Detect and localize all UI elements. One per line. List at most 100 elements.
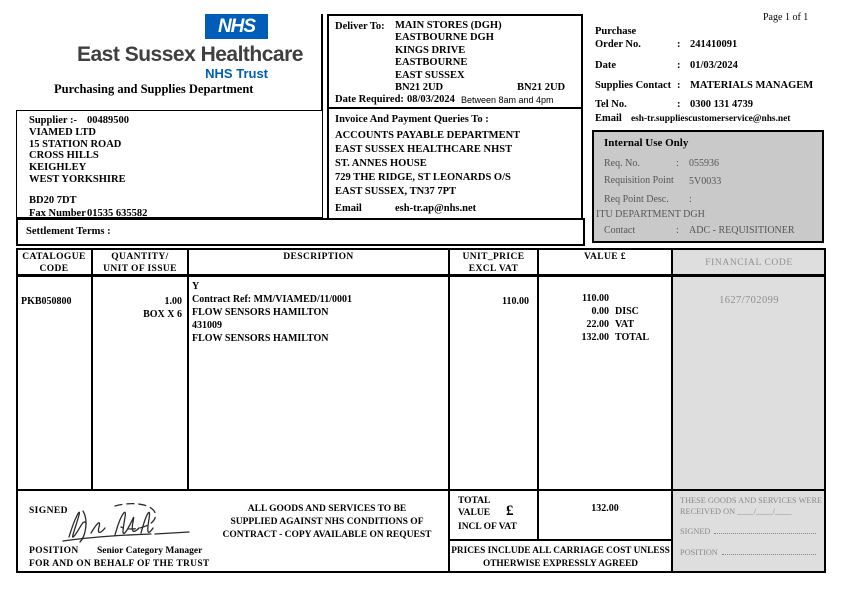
fax-value: 01535 635582 (87, 208, 148, 219)
unit-price-value: 110.00 (502, 296, 529, 307)
description-line: FLOW SENSORS HAMILTON (192, 307, 329, 318)
value-label: TOTAL (615, 332, 650, 343)
contact-value: ADC - REQUISITIONER (689, 225, 795, 236)
org-trust: NHS Trust (205, 66, 268, 81)
value-label: VAT (615, 319, 635, 330)
internal-use-box: Internal Use Only Req. No. : 055936 Requ… (592, 130, 824, 243)
nhs-logo: NHS (205, 14, 268, 39)
carriage-note: PRICES INCLUDE ALL CARRIAGE COST UNLESS … (451, 546, 670, 569)
received-signed-row: SIGNED (680, 527, 818, 536)
supplies-contact-value: MATERIALS MANAGEM (690, 80, 814, 91)
cell-value: 110.00 0.00 DISC 22.00 VAT 132.00 TOTAL (538, 276, 672, 490)
req-point-value: 5V0033 (689, 176, 722, 187)
settlement-terms-box: Settlement Terms : (16, 218, 585, 246)
invoice-box: Invoice And Payment Queries To : ACCOUNT… (327, 109, 583, 218)
cell-quantity: 1.00 BOX X 6 (92, 276, 188, 490)
contact-label: Contact (604, 225, 636, 236)
goods-received-cell: THESE GOODS AND SERVICES WERE RECEIVED O… (672, 490, 826, 573)
col-header-description: DESCRIPTION (188, 248, 449, 276)
quantity-value: 1.00 (164, 296, 183, 307)
invoice-email-value: esh-tr.ap@nhs.net (395, 203, 477, 214)
supplier-address-line: 15 STATION ROAD (29, 138, 122, 150)
description-line: FLOW SENSORS HAMILTON (192, 333, 329, 344)
fax-label: Fax Number (29, 208, 86, 219)
nhs-logo-text: NHS (217, 15, 256, 37)
order-no-label: Order No. (595, 39, 641, 50)
order-no-value: 241410091 (690, 39, 738, 50)
deliver-address-line: EASTBOURNE (395, 57, 468, 69)
received-signed-label: SIGNED (680, 527, 711, 536)
colon: : (676, 225, 679, 236)
catalogue-code-value: PKB050800 (21, 296, 72, 307)
settlement-terms-label: Settlement Terms : (26, 226, 111, 237)
req-no-value: 055936 (689, 158, 719, 169)
value-amount: 0.00 (591, 306, 610, 317)
supplier-box: Supplier :- 00489500 VIAMED LTD 15 STATI… (16, 110, 322, 219)
col-header-quantity: QUANTITY/ UNIT OF ISSUE (92, 248, 188, 276)
colon: : (689, 194, 692, 205)
date-required-value: 08/03/2024 (407, 94, 455, 105)
divider-line (321, 14, 323, 218)
received-position-label: POSITION (680, 548, 718, 557)
org-name: East Sussex Healthcare (77, 43, 303, 66)
description-lines: Y Contract Ref: MM/VIAMED/11/0001 FLOW S… (192, 280, 352, 345)
invoice-address-line: ACCOUNTS PAYABLE DEPARTMENT (335, 130, 521, 141)
deliver-address-line: MAIN STORES (DGH) (395, 20, 502, 31)
col-header-catalogue-code: CATALOGUE CODE (16, 248, 92, 276)
req-point-desc-label: Req Point Desc. (604, 194, 669, 205)
value-amount: 22.00 (586, 319, 610, 330)
deliver-postcode-right: BN21 2UD (517, 82, 566, 93)
page-label: Page 1 of 1 (763, 12, 809, 23)
received-line: RECEIVED ON ____/____/____ (680, 507, 792, 516)
total-label-line: VALUE (458, 508, 491, 518)
deliver-address-line: EASTBOURNE DGH (395, 32, 494, 44)
department-title: Purchasing and Supplies Department (54, 82, 254, 96)
invoice-address-line: EAST SUSSEX, TN37 7PT (335, 186, 456, 197)
date-value: 01/03/2024 (690, 60, 738, 71)
colon: : (677, 60, 681, 71)
purchase-label: Purchase (595, 26, 637, 37)
cell-financial-code: 1627/702099 (672, 276, 826, 490)
deliver-address: MAIN STORES (DGH) EASTBOURNE DGH KINGS D… (395, 20, 502, 94)
deliver-address-line: BN21 2UD (395, 82, 444, 94)
deliver-address-line: EAST SUSSEX (395, 69, 465, 81)
req-no-label: Req. No. (604, 158, 640, 169)
value-amount: 132.00 (581, 332, 610, 343)
description-line: 431009 (192, 320, 222, 331)
total-value-label-cell: TOTAL VALUE £ INCL OF VAT (449, 490, 538, 540)
invoice-address-line: ST. ANNES HOUSE (335, 158, 427, 169)
email-label: Email (595, 113, 622, 124)
carriage-note-cell: PRICES INCLUDE ALL CARRIAGE COST UNLESS … (449, 540, 672, 573)
tel-value: 0300 131 4739 (690, 99, 753, 110)
email-value: esh-tr.suppliescustomerservice@nhs.net (631, 114, 791, 124)
supplier-postcode: BD20 7DT (29, 195, 77, 206)
invoice-title: Invoice And Payment Queries To : (335, 114, 489, 125)
currency-symbol: £ (506, 503, 514, 519)
date-required-label: Date Required: (335, 94, 404, 105)
tel-label: Tel No. (595, 99, 627, 110)
invoice-address-line: 729 THE RIDGE, ST LEONARDS O/S (335, 172, 511, 183)
supplier-address-line: CROSS HILLS (29, 150, 99, 162)
deliver-address-line: KINGS DRIVE (395, 44, 466, 56)
description-line: Contract Ref: MM/VIAMED/11/0001 (192, 294, 352, 305)
internal-title: Internal Use Only (604, 137, 689, 149)
total-value: 132.00 (591, 503, 619, 514)
description-line: Y (192, 281, 200, 292)
delivery-time-window: Between 8am and 4pm (461, 95, 554, 105)
deliver-to-label: Deliver To: (335, 21, 385, 32)
value-breakdown: 110.00 0.00 DISC 22.00 VAT 132.00 TOTAL (547, 292, 650, 344)
colon: : (676, 158, 679, 169)
date-label: Date (595, 60, 616, 71)
total-label-line: INCL OF VAT (458, 522, 517, 532)
supplier-address-line: WEST YORKSHIRE (29, 173, 126, 185)
col-header-unit-price: UNIT_PRICE EXCL VAT (449, 248, 538, 276)
cell-unit-price: 110.00 (449, 276, 538, 490)
value-amount: 110.00 (582, 293, 609, 304)
supplier-label: Supplier :- (29, 115, 77, 126)
supplier-code: 00489500 (87, 115, 129, 126)
behalf-text: FOR AND ON BEHALF OF THE TRUST (29, 559, 210, 569)
colon: : (677, 80, 681, 91)
value-label: DISC (615, 306, 639, 317)
position-value: Senior Category Manager (97, 546, 203, 556)
